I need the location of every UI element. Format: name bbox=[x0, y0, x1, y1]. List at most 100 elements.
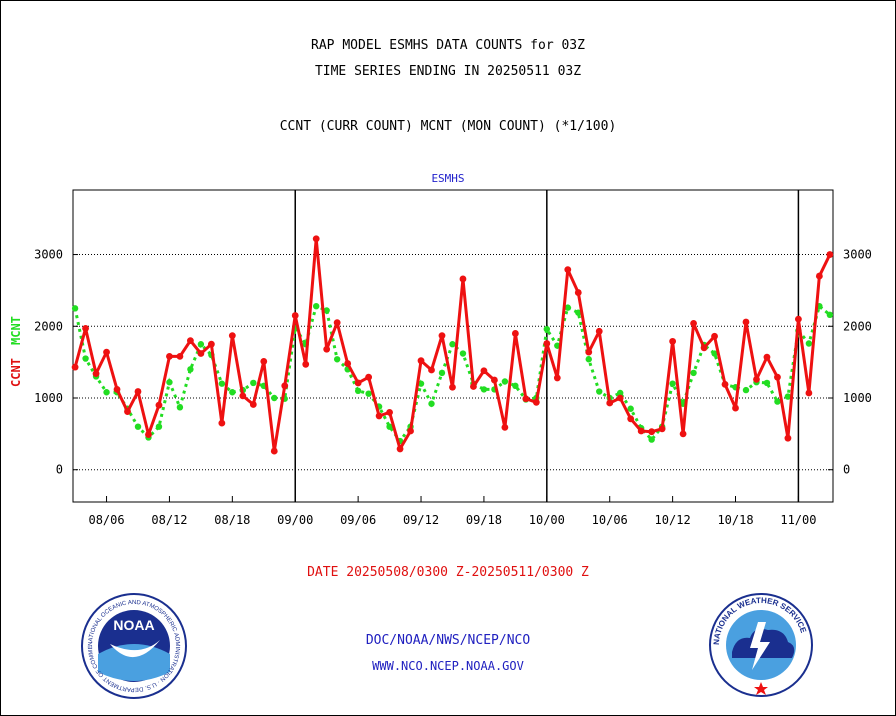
data-point-mcnt bbox=[176, 404, 184, 411]
data-point-ccnt bbox=[428, 366, 435, 374]
data-point-ccnt bbox=[197, 350, 205, 357]
data-point-mcnt bbox=[617, 389, 624, 397]
data-point-ccnt bbox=[166, 353, 173, 360]
data-point-ccnt bbox=[449, 383, 456, 391]
data-point-mcnt bbox=[543, 325, 551, 333]
data-point-mcnt bbox=[82, 355, 89, 362]
data-point-mcnt bbox=[103, 389, 110, 396]
data-point-ccnt bbox=[711, 332, 718, 340]
data-point-mcnt bbox=[386, 423, 393, 430]
data-point-ccnt bbox=[522, 395, 530, 403]
data-point-mcnt bbox=[690, 369, 697, 377]
data-point-ccnt bbox=[742, 318, 750, 326]
data-point-ccnt bbox=[218, 419, 226, 427]
noaa-logo-text: NOAA bbox=[113, 617, 154, 633]
chart-title-line-2: TIME SERIES ENDING IN 20250511 03Z bbox=[314, 64, 582, 79]
data-point-ccnt bbox=[291, 312, 299, 319]
x-tick-label-10-00: 10/00 bbox=[529, 513, 565, 527]
data-point-ccnt bbox=[386, 408, 393, 416]
chart-title-line-1: RAP MODEL ESMHS DATA COUNTS for 03Z bbox=[311, 38, 585, 53]
data-point-ccnt bbox=[501, 424, 509, 431]
data-point-mcnt bbox=[449, 341, 456, 348]
data-point-ccnt bbox=[438, 332, 446, 339]
data-point-mcnt bbox=[187, 366, 194, 373]
data-point-ccnt bbox=[543, 340, 551, 347]
data-point-mcnt bbox=[763, 379, 771, 387]
data-point-mcnt bbox=[648, 436, 655, 443]
x-tick-label-10-12: 10/12 bbox=[655, 513, 691, 527]
data-point-ccnt bbox=[176, 353, 184, 360]
data-point-mcnt bbox=[459, 350, 467, 357]
data-point-ccnt bbox=[553, 374, 561, 382]
data-point-mcnt bbox=[669, 380, 676, 387]
data-point-mcnt bbox=[155, 423, 163, 430]
data-point-ccnt bbox=[815, 272, 823, 280]
data-point-mcnt bbox=[313, 302, 320, 310]
data-point-ccnt bbox=[491, 376, 498, 384]
data-point-mcnt bbox=[333, 356, 341, 363]
data-point-ccnt bbox=[249, 401, 257, 408]
x-tick-label-10-06: 10/06 bbox=[592, 513, 628, 527]
data-point-mcnt bbox=[197, 341, 205, 348]
data-point-mcnt bbox=[480, 386, 488, 393]
data-point-ccnt bbox=[585, 348, 593, 356]
data-point-ccnt bbox=[82, 325, 89, 332]
data-point-ccnt bbox=[721, 380, 729, 388]
data-point-ccnt bbox=[732, 404, 739, 412]
data-point-mcnt bbox=[428, 400, 435, 407]
data-point-ccnt bbox=[470, 383, 477, 390]
data-point-ccnt bbox=[302, 360, 310, 368]
data-point-ccnt bbox=[574, 289, 582, 296]
data-point-ccnt bbox=[134, 388, 142, 395]
date-range-label: DATE 20250508/0300 Z-20250511/0300 Z bbox=[307, 565, 589, 580]
data-point-ccnt bbox=[228, 332, 236, 339]
chart-subtitle: CCNT (CURR COUNT) MCNT (MON COUNT) (*1/1… bbox=[279, 119, 617, 134]
data-point-ccnt bbox=[207, 340, 215, 348]
data-point-mcnt bbox=[365, 390, 372, 397]
data-point-ccnt bbox=[669, 337, 677, 345]
x-tick-label-09-00: 09/00 bbox=[277, 513, 313, 527]
y-tick-label-left-2000: 2000 bbox=[34, 319, 63, 333]
data-point-mcnt bbox=[585, 356, 592, 363]
data-point-ccnt bbox=[784, 434, 792, 442]
data-point-ccnt bbox=[774, 373, 781, 381]
data-point-mcnt bbox=[596, 388, 603, 395]
data-point-mcnt bbox=[166, 379, 173, 386]
data-point-mcnt bbox=[250, 379, 257, 387]
data-point-mcnt bbox=[438, 369, 446, 377]
data-point-ccnt bbox=[459, 275, 467, 283]
data-point-ccnt bbox=[480, 367, 488, 375]
noaa-logo: NOAA NATIONAL OCEANIC AND ATMOSPHERIC AD… bbox=[80, 592, 187, 699]
data-point-ccnt bbox=[407, 427, 414, 435]
data-point-ccnt bbox=[375, 412, 383, 420]
x-tick-label-08-18: 08/18 bbox=[214, 513, 250, 527]
data-point-ccnt bbox=[323, 345, 331, 353]
x-tick-label-11-00: 11/00 bbox=[780, 513, 816, 527]
data-point-ccnt bbox=[700, 344, 708, 352]
y-axis-ticks: 0 0 1000 1000 2000 2000 3000 3000 bbox=[34, 248, 872, 477]
nws-logo: NATIONAL WEATHER SERVICE bbox=[709, 593, 813, 697]
data-point-ccnt bbox=[333, 319, 341, 327]
y-tick-label-left-1000: 1000 bbox=[34, 391, 63, 405]
data-point-mcnt bbox=[229, 389, 236, 396]
x-tick-label-09-12: 09/12 bbox=[403, 513, 439, 527]
data-point-ccnt bbox=[805, 389, 813, 397]
series-ccnt bbox=[71, 235, 834, 455]
data-point-mcnt bbox=[784, 393, 792, 400]
y-tick-label-right-1000: 1000 bbox=[843, 391, 872, 405]
data-point-ccnt bbox=[795, 315, 802, 323]
data-point-ccnt bbox=[281, 382, 289, 390]
data-point-ccnt bbox=[658, 425, 666, 433]
data-point-ccnt bbox=[648, 428, 656, 436]
website-link[interactable]: WWW.NCO.NCEP.NOAA.GOV bbox=[372, 659, 524, 673]
data-point-ccnt bbox=[92, 370, 100, 378]
data-point-ccnt bbox=[606, 399, 614, 407]
data-point-mcnt bbox=[354, 387, 362, 395]
data-point-ccnt bbox=[239, 392, 247, 400]
data-point-ccnt bbox=[312, 235, 320, 243]
x-tick-label-10-18: 10/18 bbox=[717, 513, 753, 527]
data-point-ccnt bbox=[627, 415, 635, 423]
data-point-mcnt bbox=[742, 386, 750, 394]
x-tick-label-08-12: 08/12 bbox=[151, 513, 187, 527]
data-point-ccnt bbox=[753, 375, 760, 383]
